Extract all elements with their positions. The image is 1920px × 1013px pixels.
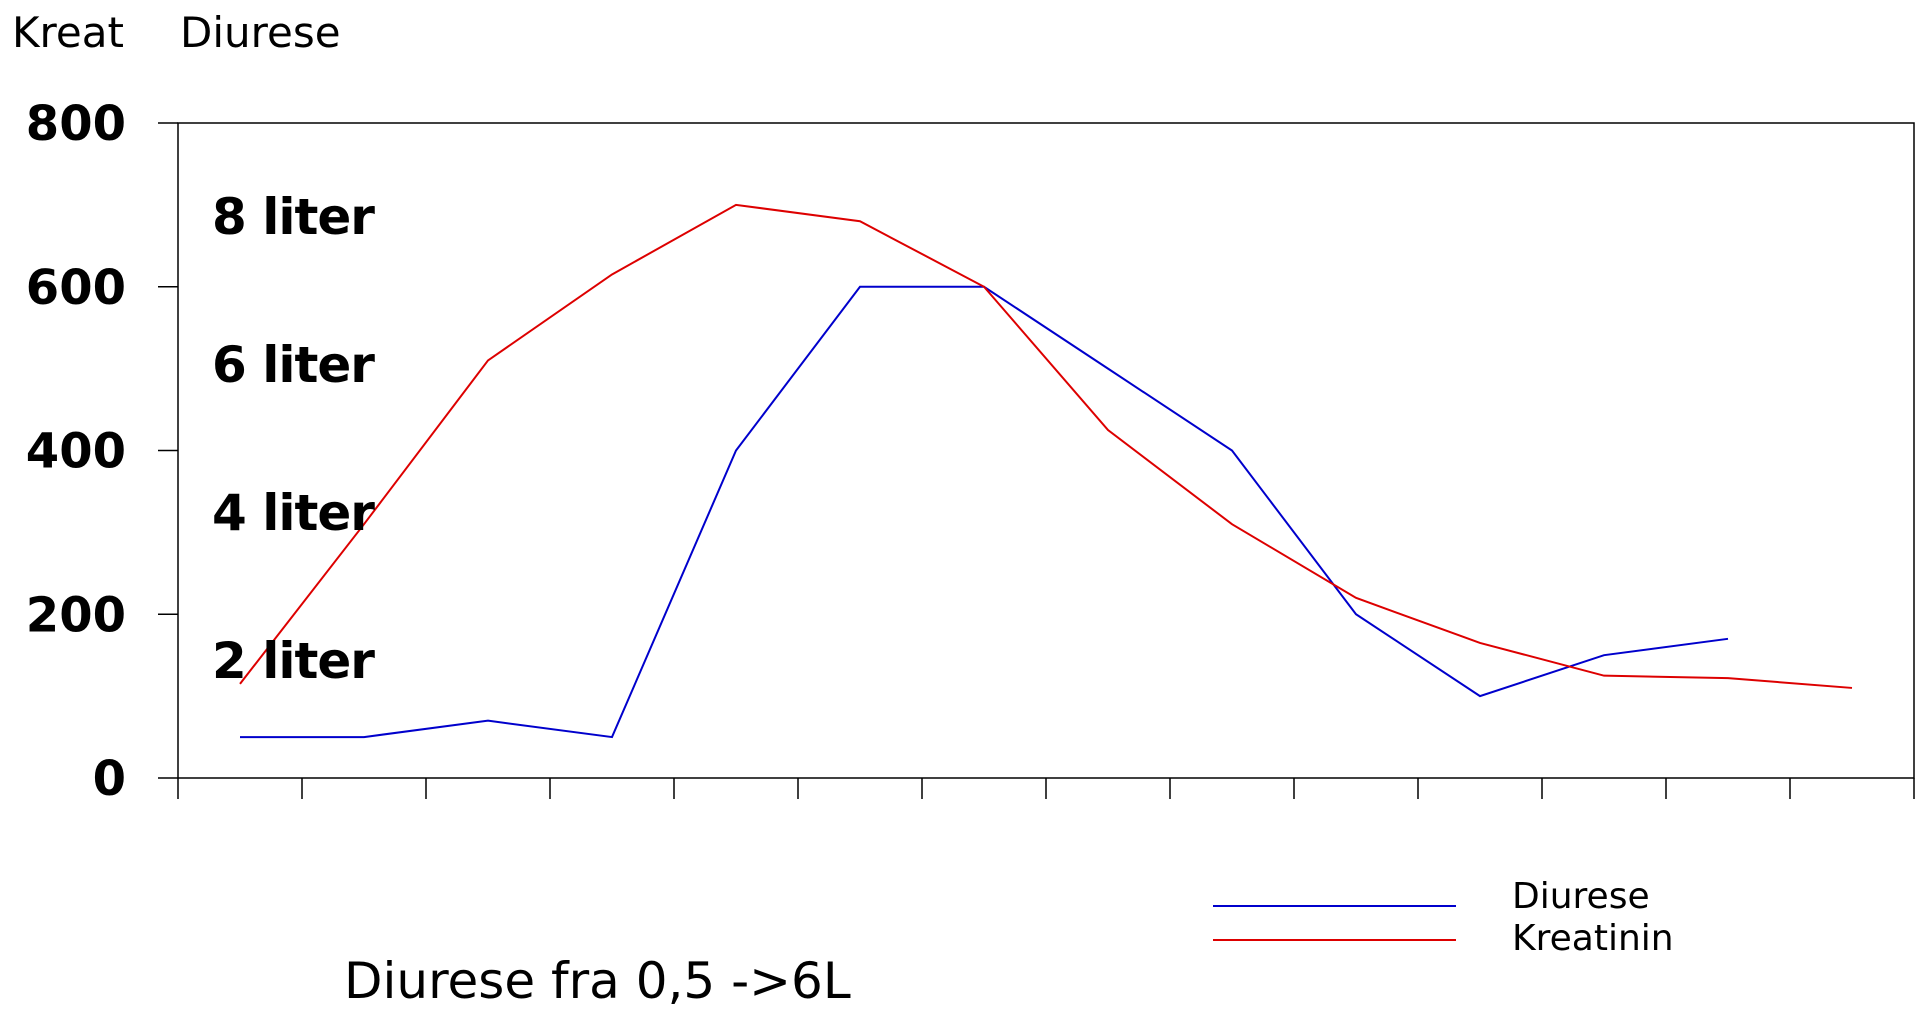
annotation-6-liter: 6 liter bbox=[212, 336, 375, 394]
y-axis-label-diurese: Diurese bbox=[180, 8, 341, 57]
chart-caption: Diurese fra 0,5 ->6L bbox=[344, 952, 851, 1010]
y-tick-label: 800 bbox=[26, 96, 126, 152]
y-axis-label-kreat: Kreat bbox=[12, 8, 124, 57]
annotation-4-liter: 4 liter bbox=[212, 484, 375, 542]
y-tick-label: 400 bbox=[26, 424, 126, 480]
annotation-8-liter: 8 liter bbox=[212, 188, 375, 246]
series-line-diurese bbox=[240, 285, 1729, 739]
legend-label-diurese: Diurese bbox=[1512, 876, 1650, 917]
series-line-kreatinin bbox=[239, 203, 1853, 689]
plot-frame bbox=[177, 122, 1915, 779]
legend-label-kreatinin: Kreatinin bbox=[1512, 918, 1674, 959]
y-tick-label: 200 bbox=[26, 587, 126, 643]
y-tick-label: 0 bbox=[93, 751, 126, 807]
y-tick-label: 600 bbox=[26, 260, 126, 316]
annotation-2-liter: 2 liter bbox=[212, 632, 375, 690]
